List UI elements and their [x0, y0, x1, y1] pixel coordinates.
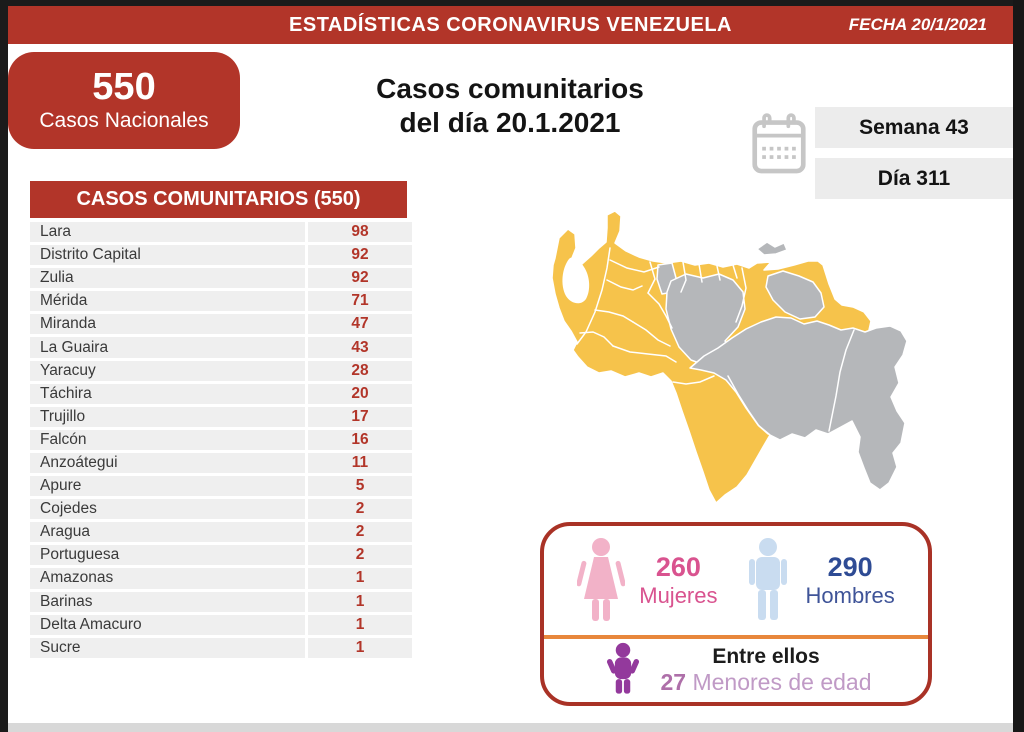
national-cases-box: 550 Casos Nacionales [8, 52, 240, 149]
state-name: Distrito Capital [30, 245, 305, 266]
state-name: Trujillo [30, 406, 305, 427]
national-cases-value: 550 [92, 65, 156, 108]
frame-edge-top [0, 0, 1024, 6]
state-value: 1 [308, 568, 412, 589]
men-group: 290 Hombres [744, 537, 895, 625]
table-row: Yaracuy 28 [30, 360, 412, 381]
minors-intro: Entre ellos [712, 645, 820, 669]
table-row: Mérida 71 [30, 291, 412, 312]
state-value: 92 [308, 268, 412, 289]
women-count: 260 [655, 552, 701, 583]
week-badge: Semana 43 [815, 107, 1013, 148]
demographics-box: 260 Mujeres 290 Hombres [540, 522, 932, 706]
table-row: Amazonas 1 [30, 568, 412, 589]
table-row: Miranda 47 [30, 314, 412, 335]
orange-divider [544, 635, 928, 639]
woman-icon [577, 537, 626, 621]
national-cases-label: Casos Nacionales [39, 109, 209, 133]
state-name: Sucre [30, 637, 305, 658]
women-group: 260 Mujeres [577, 537, 718, 625]
state-name: Amazonas [30, 568, 305, 589]
state-name: Lara [30, 222, 305, 243]
gender-row: 260 Mujeres 290 Hombres [544, 526, 928, 635]
map-region-bolivar-east [689, 316, 908, 491]
minors-line: 27 Menores de edad [661, 669, 872, 697]
main-heading-line1: Casos comunitarios [376, 73, 644, 104]
page-title: ESTADÍSTICAS CORONAVIRUS VENEZUELA [289, 13, 732, 36]
table-row: La Guaira 43 [30, 337, 412, 358]
state-value: 2 [308, 499, 412, 520]
state-value: 16 [308, 429, 412, 450]
table-row: Falcón 16 [30, 429, 412, 450]
state-name: Portuguesa [30, 545, 305, 566]
main-heading: Casos comunitarios del día 20.1.2021 [310, 72, 710, 139]
map-lake-maracaibo [562, 257, 590, 304]
state-value: 1 [308, 637, 412, 658]
state-name: Cojedes [30, 499, 305, 520]
state-value: 98 [308, 222, 412, 243]
table-row: Barinas 1 [30, 591, 412, 612]
man-icon [748, 537, 787, 620]
map-region-monagas [765, 270, 825, 320]
state-name: Zulia [30, 268, 305, 289]
table-row: Táchira 20 [30, 383, 412, 404]
table-row: Sucre 1 [30, 637, 412, 658]
table-row: Aragua 2 [30, 522, 412, 543]
minors-label: Menores de edad [692, 669, 872, 696]
state-value: 2 [308, 545, 412, 566]
state-name: Apure [30, 476, 305, 497]
state-value: 11 [308, 452, 412, 474]
state-name: Barinas [30, 591, 305, 612]
state-name: La Guaira [30, 337, 305, 358]
state-value: 20 [308, 383, 412, 404]
minors-row: Entre ellos 27 Menores de edad [544, 639, 928, 702]
cases-table-body: Lara 98 Distrito Capital 92 Zulia 92 Mér… [30, 222, 412, 661]
table-row: Trujillo 17 [30, 406, 412, 427]
women-label: Mujeres [639, 583, 718, 609]
table-row: Apure 5 [30, 476, 412, 497]
frame-edge-left [0, 0, 8, 732]
child-icon [606, 642, 639, 694]
main-heading-line2: del día 20.1.2021 [399, 106, 621, 138]
table-row: Delta Amacuro 1 [30, 614, 412, 635]
header-date: FECHA 20/1/2021 [848, 15, 987, 34]
state-name: Anzoátegui [30, 452, 305, 474]
map-state-borders [576, 247, 855, 435]
state-name: Falcón [30, 429, 305, 450]
state-value: 2 [308, 522, 412, 543]
table-row: Distrito Capital 92 [30, 245, 412, 266]
state-name: Miranda [30, 314, 305, 335]
state-name: Táchira [30, 383, 305, 404]
minors-count: 27 [660, 669, 687, 696]
state-value: 92 [308, 245, 412, 266]
header-bar: ESTADÍSTICAS CORONAVIRUS VENEZUELA FECHA… [8, 6, 1013, 44]
cases-table-header: CASOS COMUNITARIOS (550) [30, 181, 407, 218]
map-region-nueva-esparta [756, 241, 788, 256]
state-value: 17 [308, 406, 412, 427]
venezuela-map [551, 210, 908, 504]
state-value: 71 [308, 291, 412, 312]
frame-edge-right [1013, 0, 1024, 732]
men-count: 290 [827, 552, 873, 583]
calendar-icon [752, 113, 806, 174]
state-name: Delta Amacuro [30, 614, 305, 635]
day-badge: Día 311 [815, 158, 1013, 199]
table-row: Zulia 92 [30, 268, 412, 289]
table-row: Anzoátegui 11 [30, 452, 412, 474]
state-value: 43 [308, 337, 412, 358]
state-name: Aragua [30, 522, 305, 543]
state-name: Mérida [30, 291, 305, 312]
state-name: Yaracuy [30, 360, 305, 381]
table-row: Lara 98 [30, 222, 412, 243]
men-label: Hombres [805, 583, 895, 609]
frame-edge-bottom [8, 723, 1013, 732]
table-row: Cojedes 2 [30, 499, 412, 520]
state-value: 1 [308, 614, 412, 635]
table-row: Portuguesa 2 [30, 545, 412, 566]
state-value: 47 [308, 314, 412, 335]
state-value: 28 [308, 360, 412, 381]
state-value: 1 [308, 591, 412, 612]
state-value: 5 [308, 476, 412, 497]
